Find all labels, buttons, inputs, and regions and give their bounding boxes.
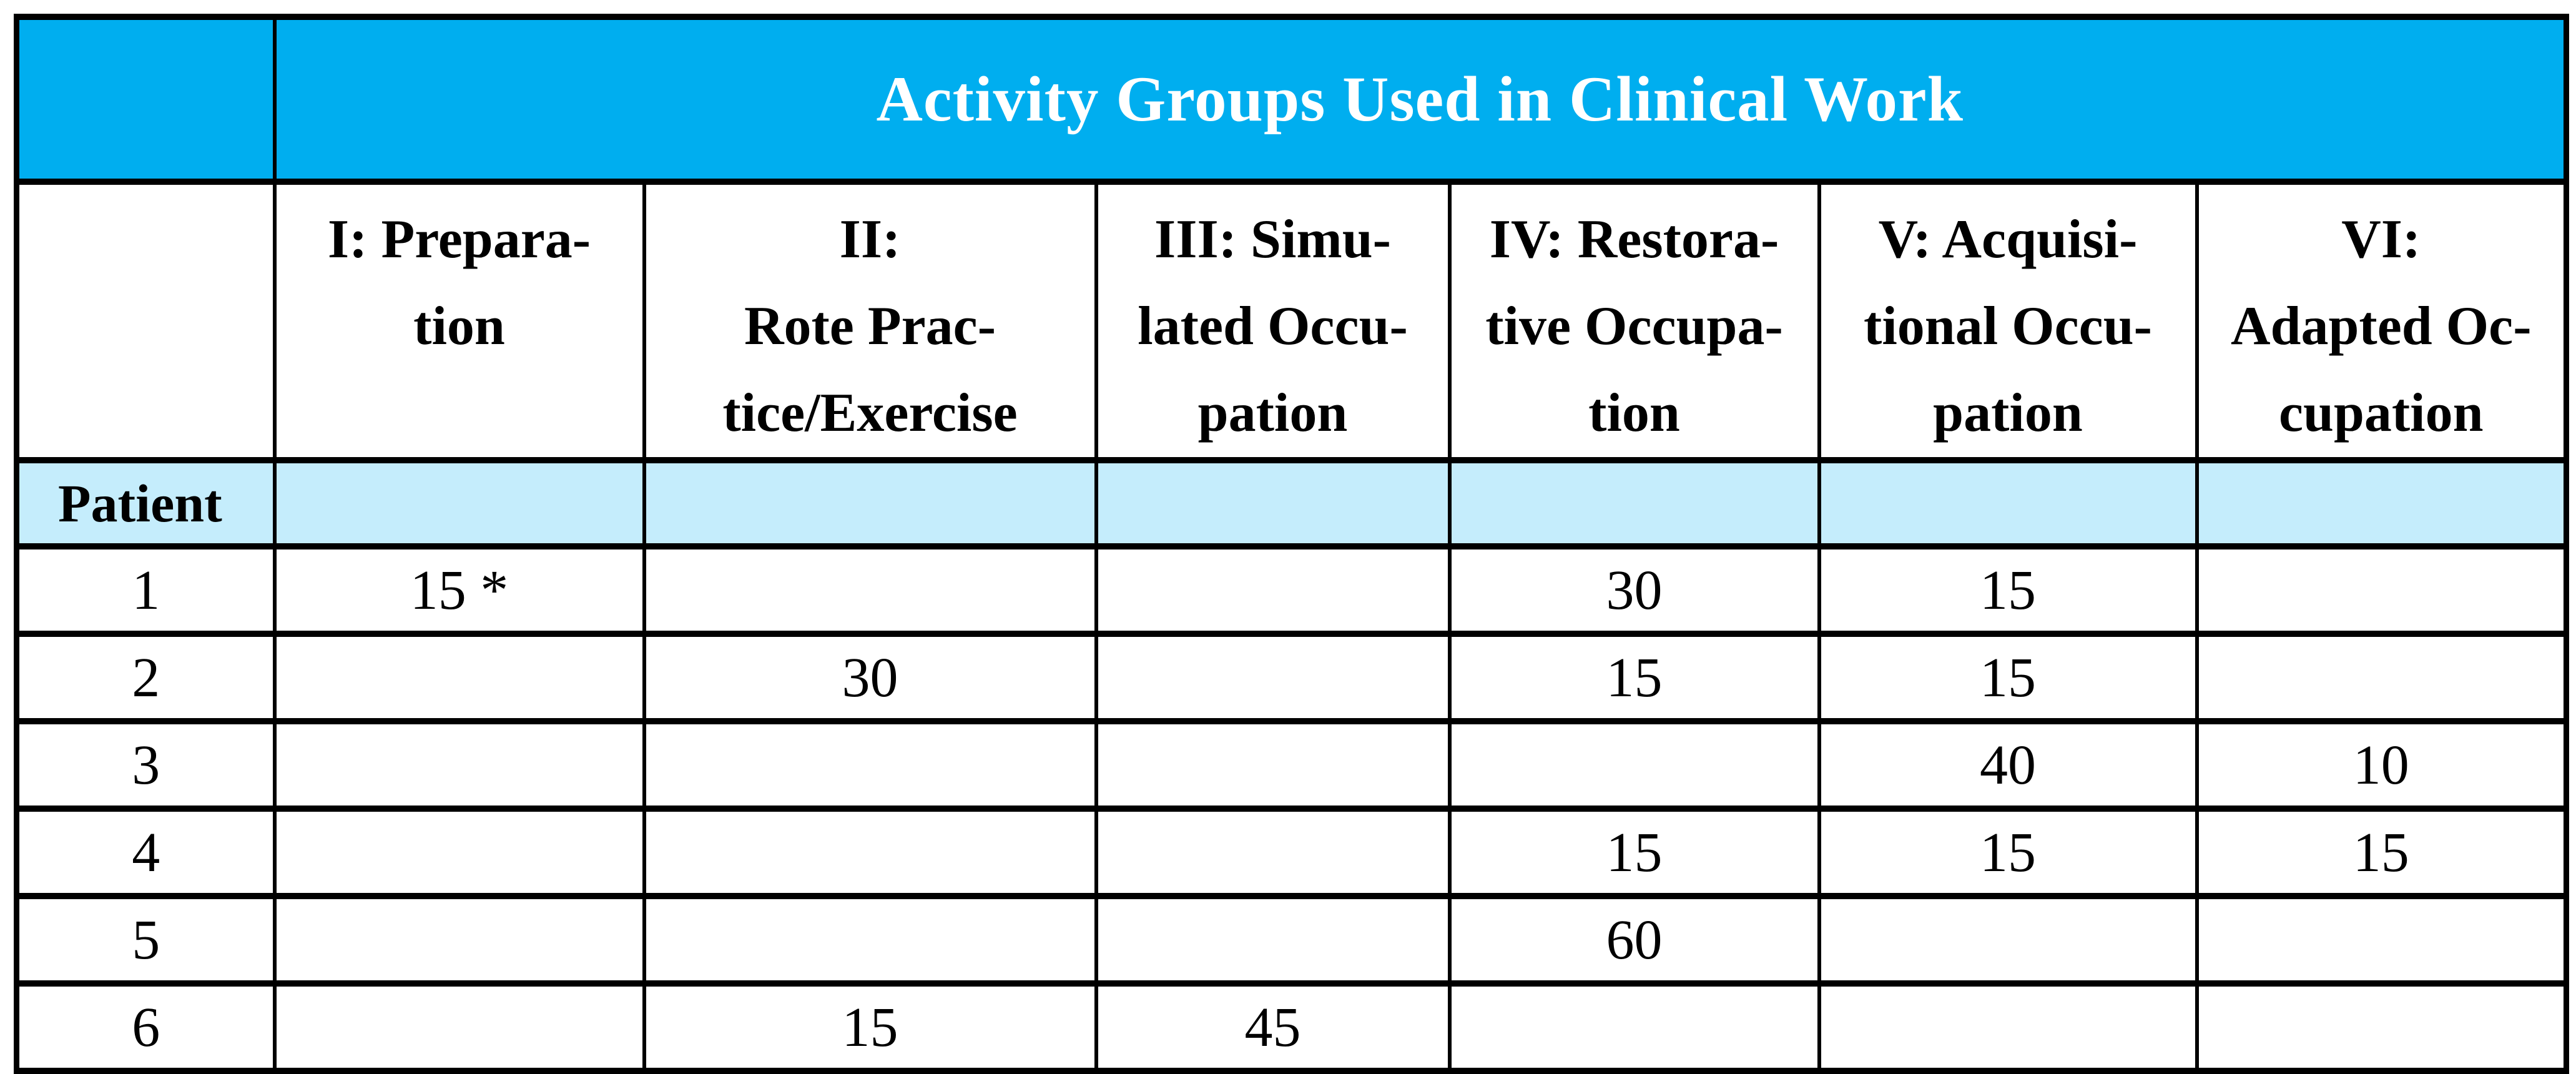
data-cell [2195,893,2569,987]
column-header-iii: III: Simu- lated Occu- pation [1094,178,1452,464]
corner-cell [14,14,277,185]
data-cell: 15 [1817,631,2199,725]
data-cell: 30 [642,631,1098,725]
table-row: 3 40 10 [14,718,2569,812]
data-cell [1447,718,1821,812]
table-row: 1 15 * 30 15 [14,543,2569,638]
patient-band-cell [642,457,1098,550]
data-cell: 45 [1094,980,1452,1074]
data-cell: 15 [1817,806,2199,900]
row-label-spacer-cell [14,178,277,464]
table-row: 2 30 15 15 [14,631,2569,725]
table-row: 5 60 [14,893,2569,987]
data-cell [642,543,1098,638]
data-cell: 10 [2195,718,2569,812]
data-cell [272,718,646,812]
table-row: 6 15 45 [14,980,2569,1074]
data-cell [2195,980,2569,1074]
data-cell [642,718,1098,812]
data-cell [272,980,646,1074]
data-cell [1447,980,1821,1074]
data-cell: 15 [2195,806,2569,900]
data-cell: 15 [1817,543,2199,638]
activity-groups-table: Activity Groups Used in Clinical Work I:… [14,14,2570,1074]
data-cell: 30 [1447,543,1821,638]
patient-band-cell [1094,457,1452,550]
data-cell [272,631,646,725]
data-cell: 60 [1447,893,1821,987]
data-cell: 15 [1447,631,1821,725]
patient-band-cell [1817,457,2199,550]
patient-band-cell [2195,457,2569,550]
data-cell: 15 [1447,806,1821,900]
data-cell [2195,631,2569,725]
title-row: Activity Groups Used in Clinical Work [14,14,2569,185]
data-cell [2195,543,2569,638]
data-cell [1094,631,1452,725]
patient-number: 2 [14,631,277,725]
patient-number: 1 [14,543,277,638]
data-cell [642,806,1098,900]
column-header-vi: VI: Adapted Oc- cupation [2195,178,2569,464]
patient-band-row: Patient [14,457,2569,550]
data-cell [1817,893,2199,987]
table-row: 4 15 15 15 [14,806,2569,900]
patient-row-header: Patient [14,457,277,550]
data-cell [1817,980,2199,1074]
column-header-row: I: Prepara- tion II: Rote Prac- tice/Exe… [14,178,2569,464]
patient-band-cell [1447,457,1821,550]
data-cell [272,806,646,900]
table-title: Activity Groups Used in Clinical Work [272,14,2569,185]
data-cell [1094,893,1452,987]
data-cell [1094,806,1452,900]
data-cell [1094,543,1452,638]
patient-number: 3 [14,718,277,812]
data-cell [642,893,1098,987]
patient-number: 4 [14,806,277,900]
column-header-ii: II: Rote Prac- tice/Exercise [642,178,1098,464]
patient-band-cell [272,457,646,550]
patient-number: 6 [14,980,277,1074]
data-cell: 40 [1817,718,2199,812]
column-header-v: V: Acquisi- tional Occu- pation [1817,178,2199,464]
column-header-i: I: Prepara- tion [272,178,646,464]
data-cell: 15 * [272,543,646,638]
data-cell: 15 [642,980,1098,1074]
patient-number: 5 [14,893,277,987]
data-cell [272,893,646,987]
column-header-iv: IV: Restora- tive Occupa- tion [1447,178,1821,464]
data-cell [1094,718,1452,812]
